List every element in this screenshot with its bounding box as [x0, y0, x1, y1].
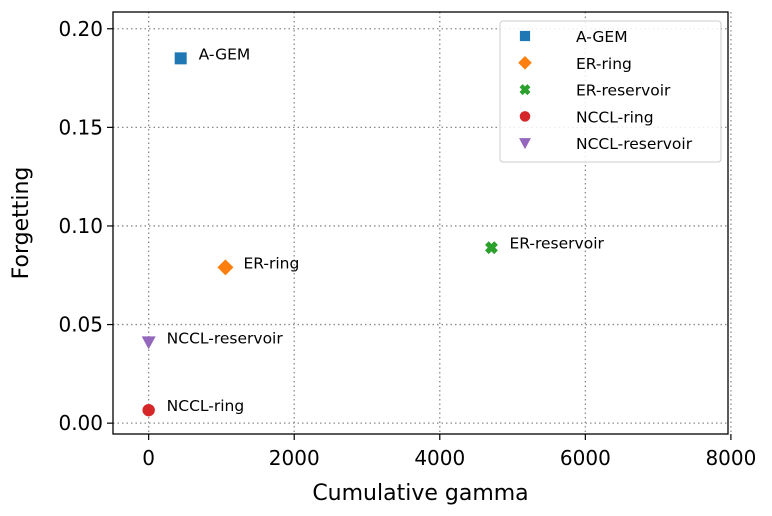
data-points: [141, 52, 498, 417]
legend-marker-nccl-reservoir: [519, 138, 531, 150]
y-tick-label: 0.05: [58, 313, 103, 337]
legend-label-nccl-ring: NCCL-ring: [576, 108, 654, 126]
data-point-er-ring: [217, 259, 234, 276]
legend-box: [499, 20, 722, 163]
annotation-nccl-ring: NCCL-ring: [167, 397, 245, 415]
x-tick-label: 8000: [705, 446, 756, 470]
legend-marker-a-gem: [519, 30, 531, 42]
x-tick-label: 6000: [560, 446, 611, 470]
data-point-nccl-reservoir: [141, 336, 156, 350]
point-annotations: A-GEM ER-ring ER-reservoir NCCL-ring NCCL-re…: [167, 45, 605, 415]
axes-frame: [112, 11, 729, 435]
legend-marker-nccl-ring: [519, 111, 531, 122]
legend-marker-er-reservoir: [519, 84, 531, 96]
legend-label-a-gem: A-GEM: [576, 28, 628, 46]
annotation-er-ring: ER-ring: [243, 254, 299, 272]
grid-lines: [113, 12, 732, 434]
annotation-nccl-reservoir: NCCL-reservoir: [167, 329, 284, 347]
data-point-er-reservoir: [485, 241, 498, 255]
axis-ticks: 0 2000 4000 6000 8000 0.00 0.05 0.10 0.15 0.20: [58, 17, 756, 470]
legend-label-nccl-reservoir: NCCL-reservoir: [576, 135, 693, 153]
x-tick-label: 2000: [269, 446, 320, 470]
y-axis-label: Forgetting: [9, 167, 34, 280]
annotation-a-gem: A-GEM: [199, 45, 251, 63]
y-tick-label: 0.10: [58, 214, 103, 238]
y-tick-label: 0.20: [58, 17, 103, 41]
x-tick-label: 4000: [414, 446, 465, 470]
legend-label-er-ring: ER-ring: [576, 55, 632, 73]
x-tick-label: 0: [142, 446, 155, 470]
y-tick-label: 0.00: [58, 411, 103, 435]
data-point-nccl-ring: [142, 403, 155, 417]
legend: A-GEM ER-ring ER-reservoir NCCL-ring NCCL-re…: [499, 20, 722, 163]
data-point-a-gem: [174, 52, 187, 65]
x-axis-label: Cumulative gamma: [312, 481, 528, 506]
legend-label-er-reservoir: ER-reservoir: [576, 82, 671, 100]
y-tick-label: 0.15: [58, 115, 103, 139]
legend-marker-er-ring: [518, 56, 532, 70]
annotation-er-reservoir: ER-reservoir: [509, 235, 604, 253]
